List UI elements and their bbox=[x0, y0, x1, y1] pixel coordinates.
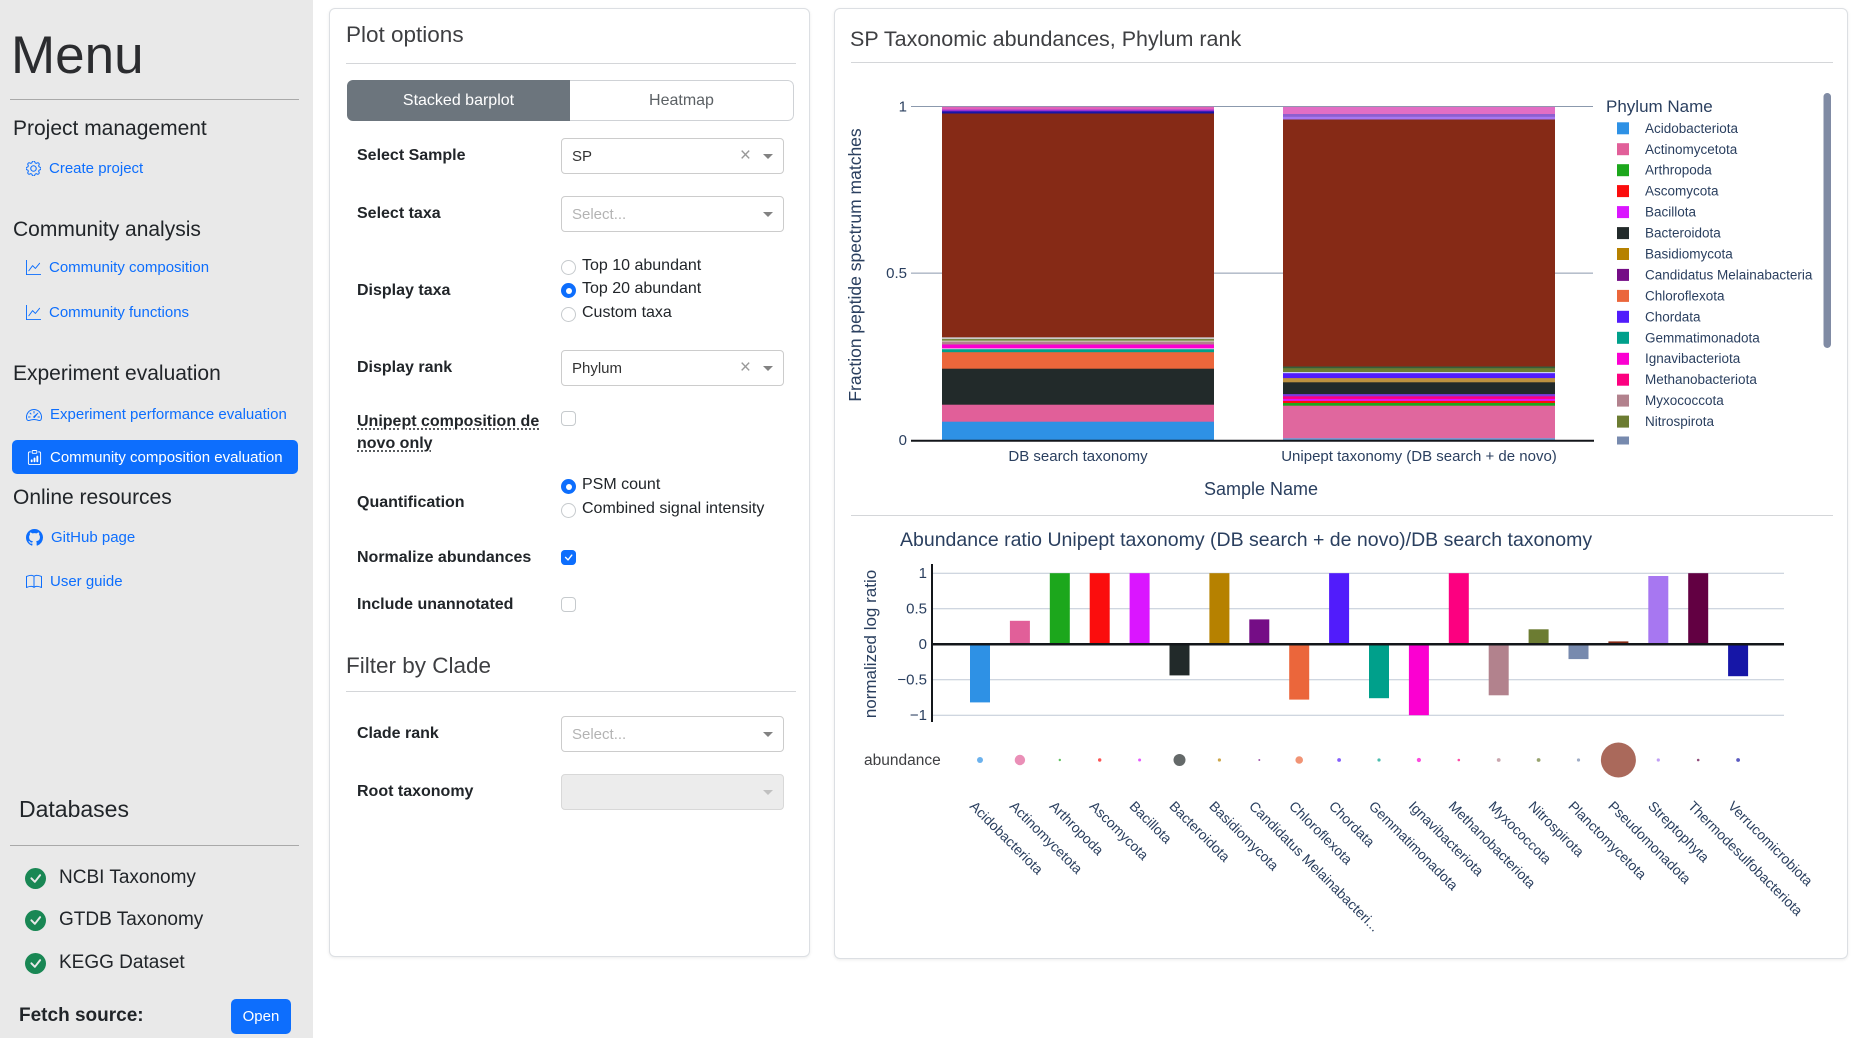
svg-text:DB search taxonomy: DB search taxonomy bbox=[1008, 448, 1148, 465]
svg-text:0: 0 bbox=[919, 636, 927, 653]
svg-text:1: 1 bbox=[899, 99, 907, 116]
svg-text:Gemmatimonadota: Gemmatimonadota bbox=[1645, 330, 1760, 345]
svg-text:Basidiomycota: Basidiomycota bbox=[1206, 798, 1282, 874]
svg-text:Acidobacteriota: Acidobacteriota bbox=[967, 798, 1047, 878]
svg-text:Actinomycetota: Actinomycetota bbox=[1645, 142, 1738, 157]
svg-text:Sample Name: Sample Name bbox=[1204, 479, 1318, 499]
svg-text:Unipept taxonomy (DB search +: Unipept taxonomy (DB search + de novo) bbox=[1281, 448, 1557, 465]
svg-text:Myxococcota: Myxococcota bbox=[1645, 393, 1724, 408]
svg-text:Bacillota: Bacillota bbox=[1645, 205, 1697, 220]
svg-text:Bacteroidota: Bacteroidota bbox=[1645, 226, 1721, 241]
svg-text:Basidiomycota: Basidiomycota bbox=[1645, 247, 1733, 262]
svg-text:abundance: abundance bbox=[864, 752, 941, 769]
svg-text:Candidatus Melainabacteria: Candidatus Melainabacteria bbox=[1645, 267, 1813, 282]
svg-text:1: 1 bbox=[919, 565, 927, 582]
svg-text:Methanobacteriota: Methanobacteriota bbox=[1645, 372, 1757, 387]
svg-text:0.5: 0.5 bbox=[906, 601, 927, 618]
svg-text:Ascomycota: Ascomycota bbox=[1645, 184, 1719, 199]
svg-text:−1: −1 bbox=[910, 707, 927, 724]
svg-text:Abundance ratio Unipept taxono: Abundance ratio Unipept taxonomy (DB sea… bbox=[900, 529, 1592, 551]
svg-text:Arthropoda: Arthropoda bbox=[1645, 163, 1712, 178]
svg-text:Phylum Name: Phylum Name bbox=[1606, 97, 1713, 116]
svg-text:−0.5: −0.5 bbox=[897, 672, 927, 689]
svg-text:0.5: 0.5 bbox=[886, 265, 907, 282]
svg-text:normalized log ratio: normalized log ratio bbox=[861, 570, 880, 718]
svg-text:Nitrospirota: Nitrospirota bbox=[1645, 414, 1715, 429]
svg-text:Chordata: Chordata bbox=[1645, 309, 1701, 324]
svg-text:SP Taxonomic abundances, Phylu: SP Taxonomic abundances, Phylum rank bbox=[850, 27, 1241, 51]
svg-text:Chloroflexota: Chloroflexota bbox=[1645, 288, 1725, 303]
svg-text:Acidobacteriota: Acidobacteriota bbox=[1645, 121, 1739, 136]
svg-text:0: 0 bbox=[899, 432, 907, 449]
svg-text:Fraction peptide spectrum matc: Fraction peptide spectrum matches bbox=[845, 128, 865, 402]
svg-text:Ignavibacteriota: Ignavibacteriota bbox=[1645, 351, 1741, 366]
